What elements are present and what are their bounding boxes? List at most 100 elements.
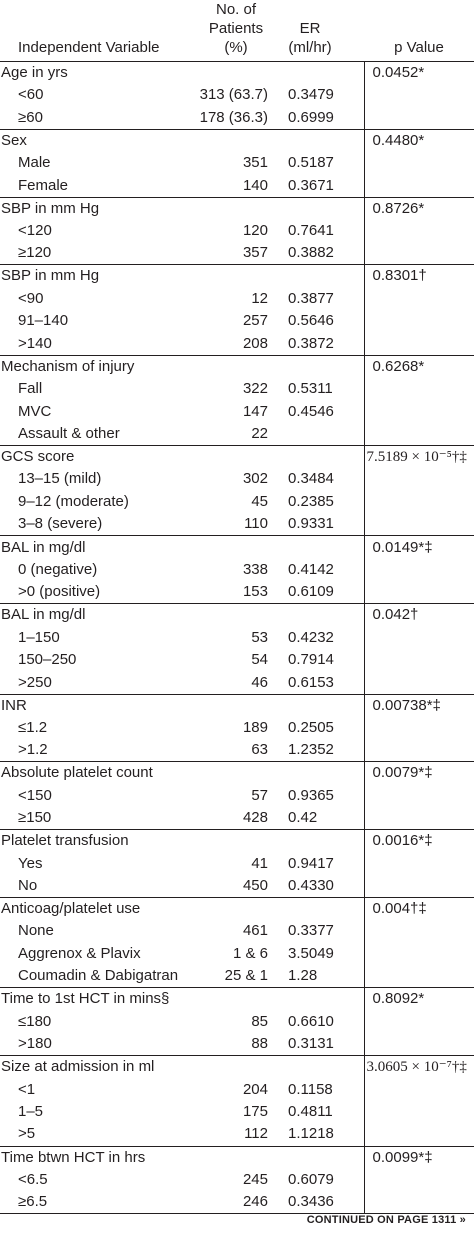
header-no-of-patients: No. of Patients (%) bbox=[190, 0, 274, 62]
table-row: 9–12 (moderate) 45 0.2385 bbox=[0, 490, 474, 514]
group-patients-cell bbox=[190, 128, 274, 152]
row-label: ≥150 bbox=[18, 809, 52, 827]
er-cell: 3.5049 bbox=[288, 944, 334, 962]
group-patients-cell bbox=[190, 829, 274, 853]
group-label: GCS score bbox=[0, 445, 190, 469]
group-label: Absolute platelet count bbox=[0, 761, 190, 785]
p-value-cell-empty bbox=[363, 106, 474, 130]
group-patients-cell bbox=[190, 535, 274, 559]
group-label: Time btwn HCT in hrs bbox=[0, 1145, 190, 1169]
er-cell: 0.2505 bbox=[288, 719, 334, 737]
p-value-cell: 0.8726* bbox=[363, 196, 474, 220]
p-value-cell: 0.0452* bbox=[363, 61, 474, 85]
er-cell: 0.3872 bbox=[288, 334, 334, 352]
p-value-cell: 0.0149*‡ bbox=[363, 535, 474, 559]
group-er-cell bbox=[274, 1055, 364, 1079]
er-cell: 0.3671 bbox=[288, 176, 334, 194]
er-cell: 0.3479 bbox=[288, 86, 334, 104]
row-label: >180 bbox=[18, 1035, 52, 1053]
row-label: <150 bbox=[18, 786, 52, 804]
p-value-cell: 0.00738*‡ bbox=[363, 693, 474, 717]
p-value-cell-empty bbox=[363, 377, 474, 401]
p-value-cell-empty bbox=[363, 513, 474, 536]
row-label: Coumadin & Dabigatran bbox=[18, 967, 179, 985]
patients-cell: 63 bbox=[251, 741, 268, 759]
group-er-cell bbox=[274, 603, 364, 627]
patients-cell: 88 bbox=[251, 1035, 268, 1053]
p-value-cell-empty bbox=[363, 716, 474, 740]
table-row: >250 46 0.6153 bbox=[0, 671, 474, 695]
er-cell: 0.6153 bbox=[288, 673, 334, 691]
table-row: 150–250 54 0.7914 bbox=[0, 648, 474, 672]
er-cell: 0.7914 bbox=[288, 651, 334, 669]
table-row: 0 (negative) 338 0.4142 bbox=[0, 558, 474, 582]
group-patients-cell bbox=[190, 1145, 274, 1169]
table-row: ≥60 178 (36.3) 0.6999 bbox=[0, 106, 474, 130]
er-cell: 0.5311 bbox=[288, 380, 333, 398]
table-row: <120 120 0.7641 bbox=[0, 219, 474, 243]
row-label: >140 bbox=[18, 334, 52, 352]
group-row: SBP in mm Hg 0.8301† bbox=[0, 264, 474, 288]
group-er-cell bbox=[274, 128, 364, 152]
p-value-cell-empty bbox=[363, 84, 474, 107]
row-label: >250 bbox=[18, 673, 52, 691]
group-row: Time to 1st HCT in mins§ 0.8092* bbox=[0, 987, 474, 1011]
p-value-cell: 0.8092* bbox=[363, 987, 474, 1011]
p-value-cell-empty bbox=[363, 174, 474, 198]
table-row: >140 208 0.3872 bbox=[0, 332, 474, 356]
p-value-cell-empty bbox=[363, 310, 474, 333]
er-cell: 0.4330 bbox=[288, 876, 334, 894]
group-row: Anticoag/platelet use 0.004†‡ bbox=[0, 896, 474, 921]
group-row: GCS score 7.5189 × 10⁻⁵†‡ bbox=[0, 445, 474, 469]
table-row: Coumadin & Dabigatran 25 & 1 1.28 bbox=[0, 965, 474, 988]
table-header: Independent Variable No. of Patients (%)… bbox=[0, 0, 474, 62]
group-label: Mechanism of injury bbox=[0, 354, 190, 378]
row-label: 0 (negative) bbox=[18, 560, 98, 578]
group-label: SBP in mm Hg bbox=[0, 196, 190, 220]
er-cell: 0.4811 bbox=[288, 1103, 333, 1121]
p-value-cell: 0.4480* bbox=[363, 128, 474, 152]
er-cell: 0.9417 bbox=[288, 854, 334, 872]
er-cell: 1.2352 bbox=[288, 741, 334, 759]
group-er-cell bbox=[274, 987, 364, 1011]
er-cell: 0.2385 bbox=[288, 493, 334, 511]
patients-cell: 85 bbox=[251, 1012, 268, 1030]
p-value-cell-empty bbox=[363, 490, 474, 514]
p-value-cell: 0.004†‡ bbox=[363, 896, 474, 921]
group-row: Platelet transfusion 0.0016*‡ bbox=[0, 829, 474, 853]
table-row: 13–15 (mild) 302 0.3484 bbox=[0, 468, 474, 491]
row-label: MVC bbox=[18, 402, 52, 420]
group-er-cell bbox=[274, 693, 364, 717]
header-er-line2: (ml/hr) bbox=[288, 39, 332, 56]
group-patients-cell bbox=[190, 603, 274, 627]
group-er-cell bbox=[274, 829, 364, 853]
group-label: Anticoag/platelet use bbox=[0, 896, 190, 921]
row-label: Female bbox=[18, 176, 69, 194]
p-value-cell-empty bbox=[363, 581, 474, 604]
patients-cell: 46 bbox=[251, 673, 268, 691]
p-value-cell-empty bbox=[363, 648, 474, 672]
patients-cell: 25 & 1 bbox=[224, 967, 268, 985]
table-row: <90 12 0.3877 bbox=[0, 287, 474, 311]
group-label: Sex bbox=[0, 128, 190, 152]
table-row: >180 88 0.3131 bbox=[0, 1033, 474, 1056]
row-label: <90 bbox=[18, 289, 44, 307]
row-label: Male bbox=[18, 154, 51, 172]
p-value-cell: 0.0099*‡ bbox=[363, 1145, 474, 1169]
p-value-cell: 0.0079*‡ bbox=[363, 761, 474, 785]
p-value-cell: 0.042† bbox=[363, 603, 474, 627]
patients-cell: 1 & 6 bbox=[232, 944, 268, 962]
p-value-cell-empty bbox=[363, 1033, 474, 1056]
row-label: None bbox=[18, 922, 54, 940]
patients-cell: 178 (36.3) bbox=[199, 108, 268, 126]
group-row: Age in yrs 0.0452* bbox=[0, 61, 474, 85]
table-row: No 450 0.4330 bbox=[0, 874, 474, 898]
p-value-cell-empty bbox=[363, 874, 474, 898]
table-row: 91–140 257 0.5646 bbox=[0, 310, 474, 333]
patients-cell: 189 bbox=[242, 719, 268, 737]
patients-cell: 357 bbox=[242, 244, 268, 262]
table-row: <150 57 0.9365 bbox=[0, 784, 474, 808]
p-value-cell-empty bbox=[363, 1191, 474, 1215]
patients-cell: 54 bbox=[251, 651, 268, 669]
group-patients-cell bbox=[190, 1055, 274, 1079]
